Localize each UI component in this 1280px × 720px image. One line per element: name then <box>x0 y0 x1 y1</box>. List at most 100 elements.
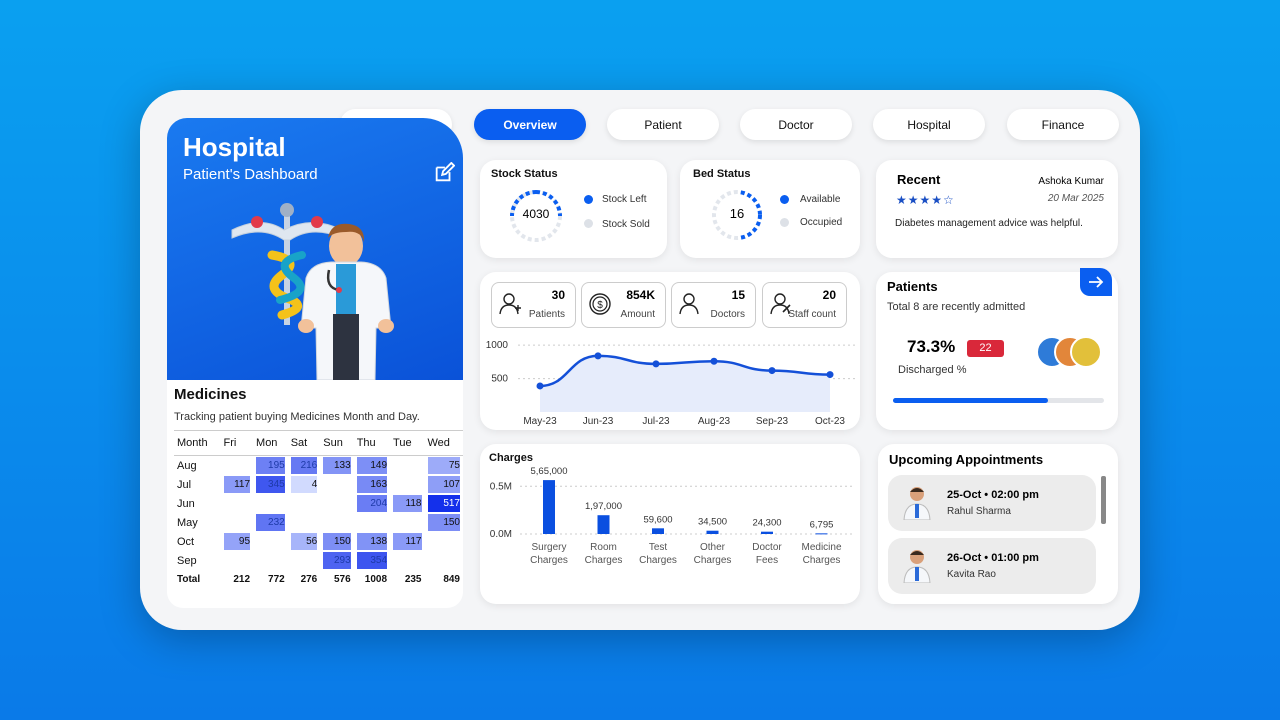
month-cell: Jun <box>177 497 195 510</box>
stock-left-dot <box>584 195 593 204</box>
medicines-card: Medicines Tracking patient buying Medici… <box>167 380 463 608</box>
heat-cell <box>390 475 424 494</box>
stock-status-card: Stock Status 4030 Stock Left Stock Sold <box>480 160 667 258</box>
appointments-scrollbar[interactable] <box>1101 476 1106 524</box>
heat-cell: 517 <box>425 494 464 513</box>
column-header: Thu <box>353 430 391 456</box>
stock-donut <box>510 190 562 242</box>
total-cell: 849 <box>443 574 460 585</box>
heat-cell: 133 <box>320 455 353 475</box>
bed-value: 16 <box>729 206 745 221</box>
total-cell: 276 <box>300 574 318 585</box>
heat-cell <box>425 551 464 570</box>
bar <box>543 480 555 534</box>
heat-cell <box>425 532 464 551</box>
total-cell: 212 <box>233 574 251 585</box>
line-point <box>594 352 602 360</box>
x-tick-label: Medicine <box>801 542 841 553</box>
heat-cell: 118 <box>390 494 424 513</box>
arrow-right-icon <box>1089 276 1104 288</box>
heat-cell: 293 <box>320 551 353 570</box>
column-header: Month <box>174 430 221 456</box>
edit-icon[interactable] <box>433 162 455 184</box>
data-label: 59,600 <box>643 514 672 525</box>
total-cell: 576 <box>334 574 351 585</box>
x-tick-label: Room <box>590 542 617 553</box>
bed-available-label: Available <box>800 194 841 205</box>
x-tick-label: Charges <box>694 555 732 566</box>
total-cell: 772 <box>268 574 285 585</box>
heat-cell <box>221 494 254 513</box>
stock-left-label: Stock Left <box>602 194 647 205</box>
x-tick-label: Charges <box>585 555 623 566</box>
stat-box-amount[interactable]: $854K Amount <box>581 282 666 328</box>
y-tick-label: 0.5M <box>490 481 512 492</box>
appointment-time: 26-Oct • 01:00 pm <box>947 552 1039 564</box>
discharged-label: Discharged % <box>898 364 967 376</box>
heat-cell: 75 <box>425 455 464 475</box>
heat-cell <box>320 494 353 513</box>
bar <box>761 531 773 534</box>
heat-cell: 4 <box>288 475 321 494</box>
nav-patient[interactable]: Patient <box>607 109 719 140</box>
heat-cell: 150 <box>320 532 353 551</box>
appointment-time: 25-Oct • 02:00 pm <box>947 489 1039 501</box>
x-tick-label: Fees <box>756 555 778 566</box>
bed-occupied-dot <box>780 218 789 227</box>
arrow-button[interactable] <box>1080 268 1112 296</box>
x-tick-label: Oct-23 <box>815 416 845 427</box>
total-cell: 1008 <box>364 574 388 585</box>
data-label: 34,500 <box>698 517 727 528</box>
recent-date: 20 Mar 2025 <box>1047 193 1104 204</box>
appointment-doctor: Rahul Sharma <box>947 506 1011 517</box>
table-row: May 232 150 <box>174 513 463 532</box>
heat-cell <box>288 513 321 532</box>
line-area <box>540 355 830 412</box>
line-point <box>710 357 718 365</box>
month-cell: Jul <box>177 478 192 491</box>
stock-sold-label: Stock Sold <box>602 219 650 230</box>
patients-badge: 22 <box>967 340 1004 357</box>
nav-finance[interactable]: Finance <box>1007 109 1119 140</box>
hero-title: Hospital <box>183 132 286 162</box>
column-header: Fri <box>220 430 254 456</box>
x-tick-label: Test <box>649 542 668 553</box>
doctor-illustration <box>298 223 394 380</box>
line-point <box>536 382 544 390</box>
stock-title: Stock Status <box>491 168 558 180</box>
svg-text:$: $ <box>597 300 603 311</box>
stat-box-staff-count[interactable]: 20 Staff count <box>762 282 847 328</box>
doctor-avatar-icon <box>903 550 931 583</box>
heat-cell <box>253 532 288 551</box>
y-tick-label: 500 <box>491 374 508 385</box>
month-cell: Oct <box>177 535 195 548</box>
heat-cell <box>253 494 288 513</box>
data-label: 5,65,000 <box>531 466 568 477</box>
heat-cell <box>354 513 390 532</box>
stat-label: Amount <box>620 309 655 320</box>
table-row: Oct 95 56 150 138 117 <box>174 532 463 551</box>
total-label: Total <box>177 574 201 585</box>
stat-box-patients[interactable]: 30 Patients <box>491 282 576 328</box>
nav-overview[interactable]: Overview <box>474 109 586 140</box>
total-cell: 235 <box>404 574 422 585</box>
heat-cell: 117 <box>221 475 254 494</box>
stat-box-doctors[interactable]: 15 Doctors <box>671 282 756 328</box>
bed-available-dot <box>780 195 789 204</box>
nav-hospital[interactable]: Hospital <box>873 109 985 140</box>
patient-add-icon <box>499 293 521 315</box>
month-cell: May <box>177 516 198 529</box>
stat-label: Staff count <box>788 309 836 320</box>
heat-cell <box>221 456 254 476</box>
nav-doctor[interactable]: Doctor <box>740 109 852 140</box>
dashboard-frame: Home Overview Patient Doctor Hospital Fi… <box>140 90 1140 630</box>
charges-bar-chart: 0.5M 0.0M 5,65,000 Surgery Charges 1,97,000 Ro… <box>490 466 852 566</box>
appointment-item[interactable]: 26-Oct • 01:00 pm Kavita Rao <box>888 538 1096 594</box>
column-header: Sat <box>287 430 321 456</box>
appointment-item[interactable]: 25-Oct • 02:00 pm Rahul Sharma <box>888 475 1096 531</box>
heat-cell: 150 <box>425 513 464 532</box>
stat-value: 20 <box>822 288 836 302</box>
bar <box>597 515 610 534</box>
y-tick-label: 1000 <box>486 340 509 351</box>
heat-cell <box>288 494 321 513</box>
